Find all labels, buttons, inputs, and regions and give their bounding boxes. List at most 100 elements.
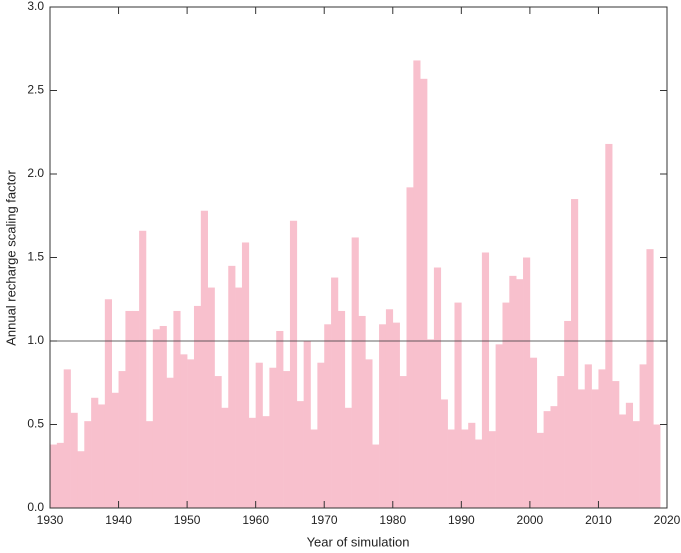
bar bbox=[454, 302, 462, 508]
bar bbox=[557, 376, 565, 508]
bar bbox=[207, 287, 215, 508]
x-tick-label: 1990 bbox=[448, 513, 475, 527]
bar bbox=[413, 60, 421, 508]
bar bbox=[118, 371, 126, 508]
bar bbox=[447, 429, 455, 508]
bar bbox=[653, 424, 661, 508]
bar bbox=[289, 220, 298, 508]
bar bbox=[97, 404, 106, 508]
bar bbox=[475, 439, 483, 508]
bar bbox=[248, 417, 256, 508]
bar bbox=[646, 249, 654, 508]
bar bbox=[433, 267, 442, 508]
bar bbox=[344, 407, 352, 508]
bar bbox=[193, 305, 202, 508]
bar bbox=[502, 302, 510, 508]
bar bbox=[379, 324, 387, 508]
bar bbox=[523, 257, 531, 508]
bar bbox=[173, 310, 181, 508]
bar bbox=[145, 421, 154, 508]
bar bbox=[577, 389, 586, 508]
y-axis-label: Annual recharge scaling factor bbox=[3, 170, 18, 346]
bar bbox=[536, 432, 544, 508]
bar bbox=[571, 199, 579, 509]
bar bbox=[406, 187, 414, 509]
bar bbox=[385, 309, 394, 508]
bar bbox=[77, 451, 85, 508]
x-tick-label: 1980 bbox=[379, 513, 406, 527]
bar bbox=[228, 265, 236, 508]
bar bbox=[303, 341, 311, 508]
x-tick-label: 1950 bbox=[174, 513, 201, 527]
bar bbox=[495, 344, 503, 508]
bar bbox=[152, 329, 160, 508]
bar bbox=[166, 377, 174, 508]
bar bbox=[159, 325, 167, 508]
bar bbox=[337, 310, 346, 508]
bar bbox=[639, 364, 647, 508]
bar bbox=[516, 279, 524, 508]
bar bbox=[591, 389, 599, 508]
bar bbox=[255, 362, 263, 508]
bar bbox=[612, 381, 620, 508]
bar bbox=[63, 369, 71, 508]
y-tick-label: 2.5 bbox=[27, 83, 44, 97]
bar bbox=[283, 371, 291, 508]
bar bbox=[262, 416, 270, 508]
bar bbox=[91, 397, 99, 508]
bar bbox=[310, 429, 318, 508]
bar bbox=[461, 429, 469, 508]
bar bbox=[598, 369, 606, 508]
x-tick-label: 1940 bbox=[105, 513, 132, 527]
bar bbox=[543, 411, 551, 508]
bar bbox=[392, 322, 400, 508]
bar bbox=[605, 143, 613, 508]
bar bbox=[50, 444, 58, 508]
y-tick-label: 0.0 bbox=[27, 500, 44, 514]
bar bbox=[468, 422, 476, 508]
bar bbox=[125, 310, 133, 508]
bar bbox=[372, 444, 380, 508]
bar bbox=[365, 359, 373, 508]
bar bbox=[139, 230, 147, 508]
bar bbox=[488, 431, 496, 508]
bar bbox=[584, 364, 592, 508]
bar bbox=[564, 320, 572, 508]
bar bbox=[276, 330, 284, 508]
bar bbox=[269, 367, 277, 508]
bar bbox=[351, 237, 359, 508]
bar bbox=[440, 399, 448, 508]
x-tick-label: 1960 bbox=[242, 513, 269, 527]
bar bbox=[481, 252, 490, 508]
bar bbox=[529, 357, 538, 508]
bar bbox=[214, 376, 222, 508]
bar bbox=[619, 414, 627, 508]
bar bbox=[358, 315, 366, 508]
bar bbox=[331, 277, 339, 508]
bar bbox=[70, 412, 78, 508]
x-tick-label: 2020 bbox=[654, 513, 681, 527]
bar bbox=[235, 287, 243, 508]
bar bbox=[632, 421, 640, 508]
bar bbox=[317, 362, 325, 508]
bar bbox=[132, 310, 140, 508]
y-tick-label: 2.0 bbox=[27, 166, 44, 180]
bar bbox=[180, 354, 188, 508]
bar bbox=[550, 406, 558, 508]
x-tick-label: 1970 bbox=[311, 513, 338, 527]
bar bbox=[296, 401, 304, 508]
bar bbox=[56, 442, 65, 508]
x-tick-label: 2000 bbox=[517, 513, 544, 527]
y-tick-label: 1.5 bbox=[27, 250, 44, 264]
y-tick-label: 3.0 bbox=[27, 0, 44, 13]
x-tick-label: 2010 bbox=[585, 513, 612, 527]
bar bbox=[111, 392, 119, 508]
bar bbox=[625, 402, 634, 508]
y-tick-label: 1.0 bbox=[27, 333, 44, 347]
bar bbox=[84, 421, 92, 508]
bar bbox=[420, 78, 428, 508]
x-tick-label: 1930 bbox=[37, 513, 64, 527]
bar bbox=[104, 299, 112, 508]
bar bbox=[324, 324, 332, 508]
